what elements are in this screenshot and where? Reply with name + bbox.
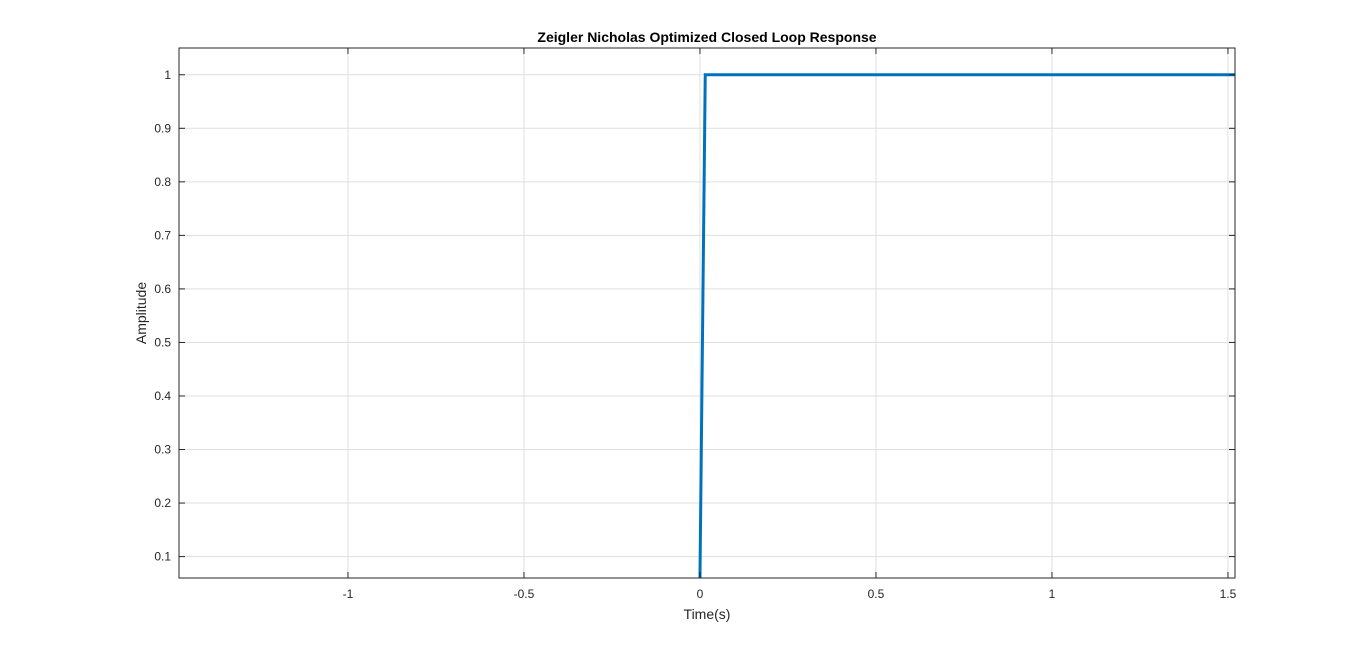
y-tick-label: 0.4 [154,389,171,403]
x-tick-label: 0.5 [868,587,885,601]
series-line [698,73,1235,579]
plot-area [179,48,1235,578]
y-tick-label: 1 [164,68,171,82]
x-axis-label: Time(s) [684,606,731,622]
x-tick-label: 0 [697,587,704,601]
y-tick-label: 0.7 [154,228,171,242]
y-tick-label: 0.6 [154,282,171,296]
x-tick-label: -0.5 [514,587,535,601]
axes-box [178,47,1236,579]
chart-title: Zeigler Nicholas Optimized Closed Loop R… [537,29,876,45]
x-tick-label: 1.5 [1220,587,1237,601]
y-tick-labels: 0.1 0.2 0.3 0.4 0.5 0.6 0.7 0.8 0.9 1 [154,68,171,564]
y-tick-label: 0.2 [154,496,171,510]
x-tick-labels: -1 -0.5 0 0.5 1 1.5 [343,587,1237,601]
x-tick-label: 1 [1049,587,1056,601]
y-tick-label: 0.8 [154,175,171,189]
x-tick-label: -1 [343,587,354,601]
series-group [698,73,1235,579]
grid [179,48,1235,578]
y-tick-label: 0.9 [154,121,171,135]
y-tick-label: 0.1 [154,550,171,564]
y-tick-label: 0.5 [154,335,171,349]
ticks [179,48,1235,578]
y-tick-label: 0.3 [154,443,171,457]
y-axis-label: Amplitude [133,282,149,344]
